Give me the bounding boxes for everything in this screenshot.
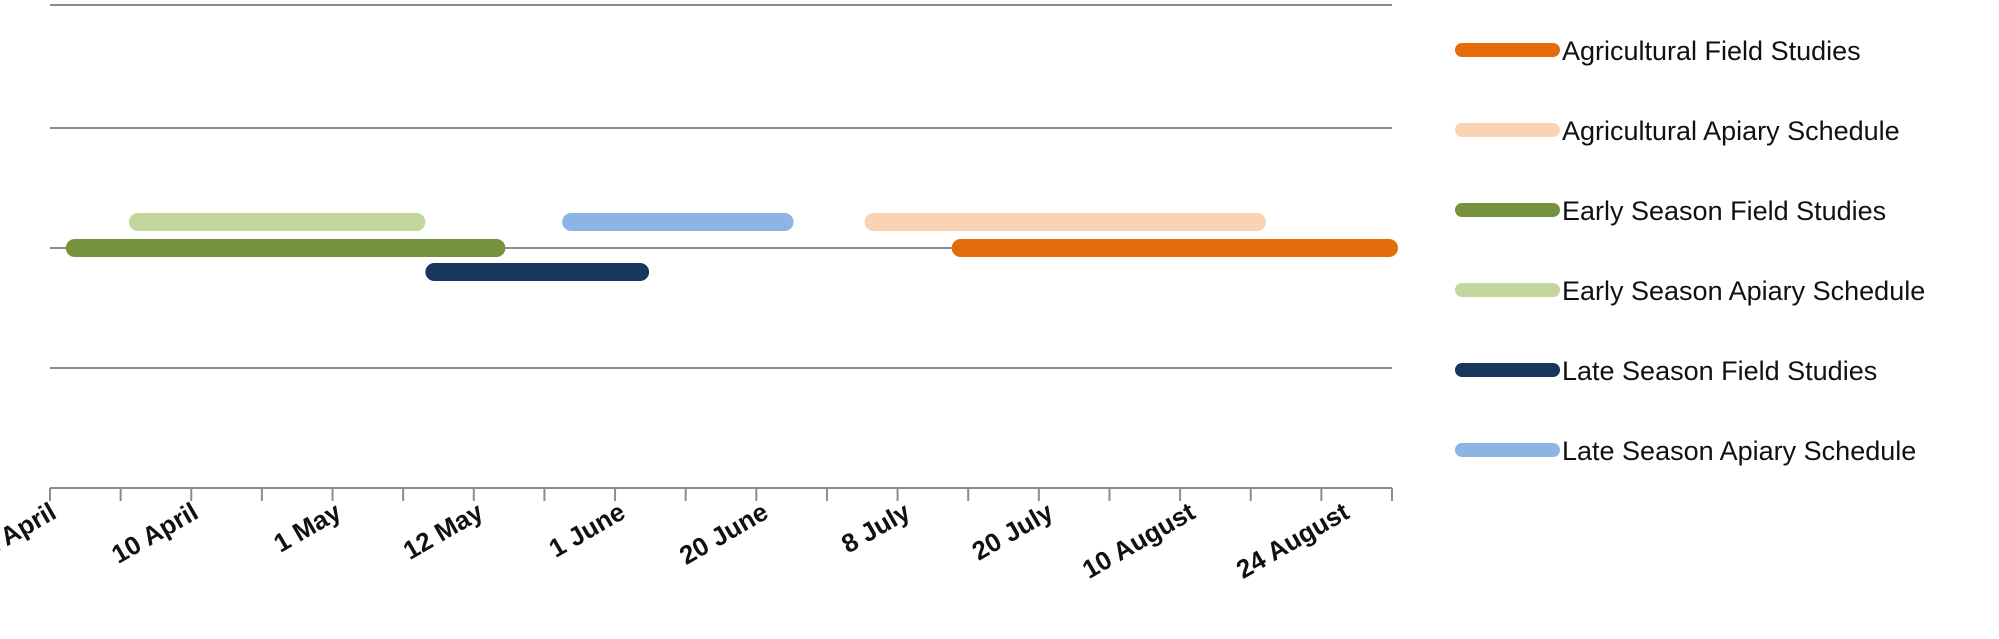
x-tick-label: 1 June xyxy=(544,496,630,563)
legend-entry-label: Late Season Apiary Schedule xyxy=(1562,436,1916,466)
legend: Agricultural Field Studies Agricultural A… xyxy=(1455,36,1925,466)
x-tick-label: 1 April xyxy=(0,496,61,562)
x-axis: 1 April 10 April 1 May 12 May 1 June 20 June 8… xyxy=(0,487,1393,585)
x-tick-label: 24 August xyxy=(1231,496,1354,585)
legend-entry-label: Early Season Apiary Schedule xyxy=(1562,276,1925,306)
gridlines xyxy=(50,4,1392,369)
x-tick-label: 20 July xyxy=(967,496,1059,566)
x-tick-label: 10 April xyxy=(106,496,203,569)
x-tick-label: 10 August xyxy=(1077,496,1200,585)
timeline-bars xyxy=(65,213,1398,281)
legend-entry-label: Agricultural Field Studies xyxy=(1562,36,1861,66)
x-tick-label: 12 May xyxy=(398,496,489,566)
legend-entry-label: Agricultural Apiary Schedule xyxy=(1562,116,1900,146)
x-tick-label: 8 July xyxy=(836,496,915,559)
x-tick-label: 20 June xyxy=(674,496,773,570)
legend-entry-label: Early Season Field Studies xyxy=(1562,196,1886,226)
x-tick-label: 1 May xyxy=(268,496,346,558)
legend-entry-label: Late Season Field Studies xyxy=(1562,356,1877,386)
